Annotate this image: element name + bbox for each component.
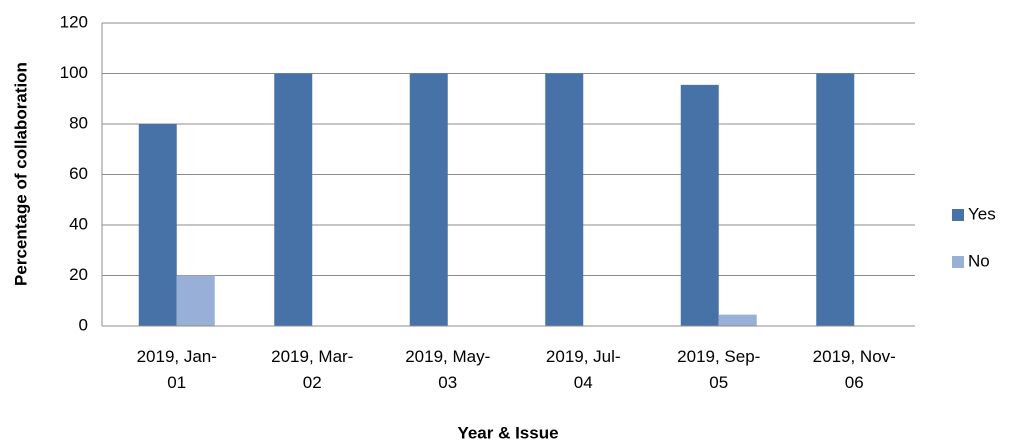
x-tick-label-line: 2019, Sep- bbox=[677, 347, 760, 366]
x-axis-title: Year & Issue bbox=[457, 423, 558, 442]
x-tick-label: 2019, Sep- 05 bbox=[677, 347, 760, 392]
x-tick-label: 2019, Mar- 02 bbox=[271, 347, 353, 392]
legend-swatch bbox=[952, 209, 964, 221]
y-tick-label: 0 bbox=[79, 315, 88, 334]
bar bbox=[274, 73, 313, 326]
y-tick-label: 20 bbox=[69, 265, 88, 284]
x-tick-label-line: 06 bbox=[845, 373, 864, 392]
bar bbox=[680, 84, 719, 326]
y-tick-label: 80 bbox=[69, 113, 88, 132]
bar bbox=[409, 73, 448, 326]
x-tick-label: 2019, Jan- 01 bbox=[137, 347, 217, 392]
x-tick-label-line: 2019, Mar- bbox=[271, 347, 353, 366]
legend-swatch bbox=[952, 256, 964, 268]
y-axis-title: Percentage of collaboration bbox=[11, 62, 30, 286]
y-tick-label: 60 bbox=[69, 164, 88, 183]
x-tick-label-line: 2019, Jul- bbox=[546, 347, 621, 366]
bar bbox=[718, 314, 757, 326]
x-tick-label-line: 2019, Nov- bbox=[813, 347, 896, 366]
bar bbox=[176, 275, 215, 326]
x-tick-label-line: 01 bbox=[167, 373, 186, 392]
bar bbox=[545, 73, 584, 326]
bar bbox=[138, 124, 177, 326]
y-tick-label: 120 bbox=[60, 12, 88, 31]
bar bbox=[816, 73, 855, 326]
x-tick-label-line: 2019, May- bbox=[405, 347, 490, 366]
x-tick-label: 2019, Nov- 06 bbox=[813, 347, 896, 392]
legend-label: No bbox=[968, 251, 990, 270]
legend-label: Yes bbox=[968, 204, 996, 223]
x-tick-label-line: 05 bbox=[709, 373, 728, 392]
x-tick-label-line: 02 bbox=[303, 373, 322, 392]
x-tick-label-line: 03 bbox=[438, 373, 457, 392]
x-tick-label-line: 2019, Jan- bbox=[137, 347, 217, 366]
x-tick-label: 2019, Jul- 04 bbox=[546, 347, 621, 392]
y-tick-label: 100 bbox=[60, 63, 88, 82]
x-tick-label-line: 04 bbox=[574, 373, 593, 392]
y-tick-label: 40 bbox=[69, 214, 88, 233]
x-tick-label: 2019, May- 03 bbox=[405, 347, 490, 392]
